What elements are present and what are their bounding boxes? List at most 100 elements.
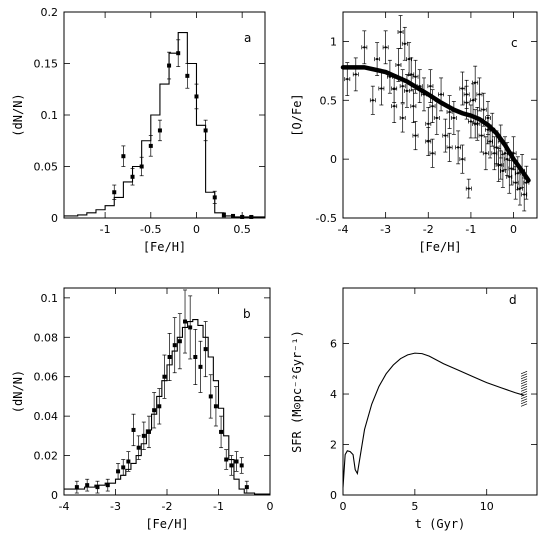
- x-tick-label: 0: [510, 223, 517, 236]
- point-marker: [177, 339, 182, 344]
- point-marker: [495, 146, 498, 149]
- data-point: [240, 214, 245, 219]
- point-marker: [131, 427, 136, 432]
- point-marker: [162, 374, 167, 379]
- point-marker: [518, 187, 521, 190]
- hatch-line: [520, 398, 528, 402]
- data-point: [485, 115, 491, 145]
- point-marker: [399, 31, 402, 34]
- data-point: [378, 71, 385, 106]
- data-point: [369, 85, 376, 115]
- point-marker: [229, 463, 234, 468]
- data-point: [176, 39, 181, 67]
- data-point: [244, 480, 249, 494]
- point-marker: [501, 169, 504, 172]
- data-point: [229, 455, 234, 476]
- panel-label: a: [244, 31, 251, 45]
- data-point: [429, 89, 436, 124]
- data-point: [157, 388, 162, 425]
- y-tick-label: 0.15: [34, 58, 59, 71]
- hatch-line: [520, 390, 528, 395]
- data-point: [478, 118, 485, 153]
- data-point: [401, 26, 408, 61]
- x-tick-label: -1: [100, 223, 111, 236]
- y-tick-label: 6: [330, 338, 337, 351]
- point-marker: [380, 87, 383, 90]
- data-point: [213, 386, 218, 427]
- data-point: [429, 138, 436, 168]
- x-tick-label: 5: [411, 500, 418, 513]
- point-marker: [176, 51, 181, 56]
- data-point: [146, 415, 151, 449]
- hatch-line: [520, 373, 528, 377]
- data-point: [459, 144, 466, 174]
- data-point: [499, 154, 506, 188]
- point-marker: [414, 75, 417, 78]
- data-point: [361, 30, 368, 65]
- panel-a: -1 -0.5 0 0.5 0 0.05 0.1 0.15 0.2 [Fe/H] (dN/N) a: [11, 6, 266, 254]
- y-tick-label: 0.1: [41, 109, 59, 122]
- point-marker: [499, 164, 502, 167]
- data-point: [482, 136, 489, 171]
- data-point: [487, 124, 494, 159]
- x-axis-label: [Fe/H]: [143, 240, 186, 254]
- panel-b: -4 -3 -2 -1 0 0 0.02 0.04 0.06 0.08 0.1 [Fe/H] (dN/N…: [11, 287, 274, 531]
- data-point: [208, 374, 213, 419]
- data-point: [172, 317, 177, 374]
- point-marker: [480, 134, 483, 137]
- data-point: [519, 154, 525, 188]
- data-point: [234, 451, 239, 472]
- data-point: [85, 478, 90, 492]
- point-marker: [474, 122, 477, 125]
- data-point: [95, 480, 100, 494]
- point-marker: [514, 181, 517, 184]
- data-point: [177, 313, 182, 370]
- data-point: [121, 459, 126, 476]
- hatch-line: [520, 388, 528, 392]
- data-point: [382, 30, 389, 65]
- point-marker: [388, 75, 391, 78]
- point-marker: [371, 99, 374, 102]
- data-point: [416, 69, 423, 103]
- point-marker: [465, 93, 468, 96]
- hatch-line: [520, 393, 528, 397]
- point-marker: [461, 158, 464, 161]
- data-point: [198, 340, 203, 393]
- point-marker: [363, 46, 366, 49]
- data-point: [399, 69, 406, 103]
- point-marker: [427, 122, 430, 125]
- data-point: [131, 413, 136, 447]
- data-point: [374, 42, 381, 76]
- point-marker: [491, 128, 494, 131]
- hatch-line: [520, 375, 528, 380]
- data-point: [491, 136, 498, 171]
- point-marker: [444, 134, 447, 137]
- point-marker: [95, 485, 100, 490]
- y-tick-label: 0.5: [320, 94, 338, 107]
- y-tick-label: 0.1: [41, 292, 59, 305]
- point-marker: [408, 58, 411, 61]
- data-point: [450, 101, 457, 135]
- data-point: [105, 478, 110, 492]
- data-point: [188, 295, 193, 360]
- data-point: [408, 57, 415, 92]
- x-tick-label: 0: [267, 500, 274, 513]
- point-marker: [212, 195, 217, 200]
- panel-label: b: [243, 307, 251, 321]
- data-point: [74, 480, 79, 494]
- point-marker: [185, 73, 190, 78]
- point-marker: [203, 128, 208, 133]
- data-point: [399, 103, 406, 133]
- hatch-line: [520, 378, 528, 382]
- y-tick-label: 0.05: [34, 161, 59, 174]
- data-point: [523, 165, 530, 200]
- point-marker: [167, 63, 172, 68]
- hatch-line: [520, 403, 528, 407]
- point-marker: [85, 483, 90, 488]
- point-marker: [448, 111, 451, 114]
- data-point: [212, 190, 217, 204]
- point-marker: [403, 42, 406, 45]
- x-tick-label: 0: [340, 500, 347, 513]
- y-axis-label: (dN/N): [11, 93, 25, 136]
- data-point: [427, 69, 434, 103]
